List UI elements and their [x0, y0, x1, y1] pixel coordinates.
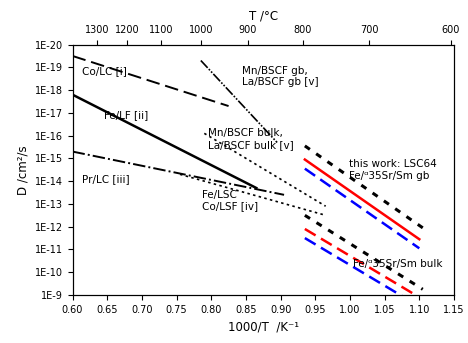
Text: Pr/LC [iii]: Pr/LC [iii]	[81, 174, 129, 184]
Y-axis label: D /cm²/s: D /cm²/s	[16, 145, 29, 194]
Text: Co/LC [i]: Co/LC [i]	[81, 66, 126, 76]
Text: Mn/BSCF bulk,
La/BSCF bulk [v]: Mn/BSCF bulk, La/BSCF bulk [v]	[208, 128, 294, 150]
Text: Fe/LF [ii]: Fe/LF [ii]	[104, 110, 148, 120]
Text: Mn/BSCF gb,
La/BSCF gb [v]: Mn/BSCF gb, La/BSCF gb [v]	[242, 66, 319, 87]
Text: Fe/LSC
Co/LSF [iv]: Fe/LSC Co/LSF [iv]	[202, 190, 258, 211]
X-axis label: T /°C: T /°C	[249, 9, 278, 22]
X-axis label: 1000/T  /K⁻¹: 1000/T /K⁻¹	[228, 320, 299, 333]
Text: Fe/ᵅ35Sr/Sm bulk: Fe/ᵅ35Sr/Sm bulk	[353, 259, 443, 269]
Text: this work: LSC64
Fe/ᵅ35Sr/Sm gb: this work: LSC64 Fe/ᵅ35Sr/Sm gb	[349, 159, 436, 180]
